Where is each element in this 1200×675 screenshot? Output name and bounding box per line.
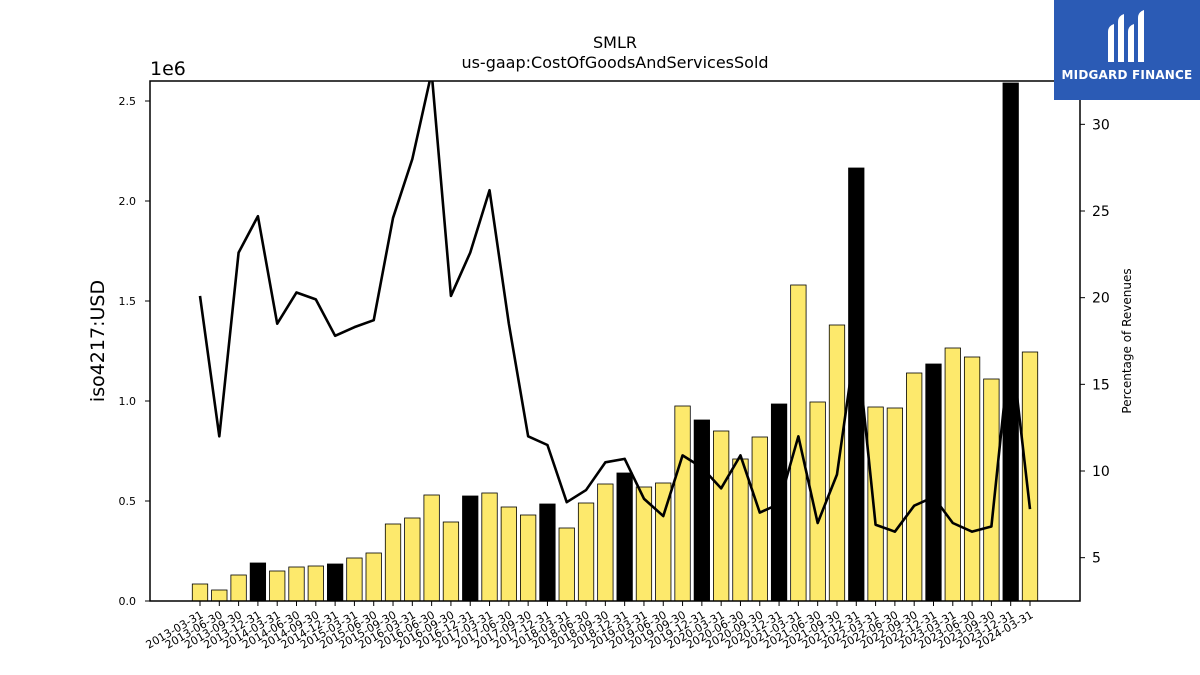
bar-2016-12-31 xyxy=(462,495,479,601)
bar-2015-06-30 xyxy=(365,552,382,601)
bar-2023-03-31 xyxy=(944,347,961,601)
bar-2018-12-31 xyxy=(616,472,633,601)
bar-2016-06-30 xyxy=(423,494,440,601)
bar-2023-06-30 xyxy=(963,356,981,601)
bar-2017-06-30 xyxy=(500,506,517,601)
y-axis-label: iso4217:USD xyxy=(87,280,109,402)
bar-2013-12-31 xyxy=(249,562,267,601)
midgard-logo-icon xyxy=(1108,10,1144,62)
bar-2017-09-30 xyxy=(520,514,537,601)
bar-2013-09-30 xyxy=(230,574,247,601)
bar-2018-06-30 xyxy=(577,502,595,601)
y-tick-label: 2.0 xyxy=(119,195,137,208)
bars-group xyxy=(191,82,1039,601)
bar-2019-09-30 xyxy=(674,405,691,601)
y2-tick-label: 30 xyxy=(1092,117,1110,133)
y-tick-label: 2.5 xyxy=(119,95,137,108)
y2-tick-label: 25 xyxy=(1092,204,1110,220)
bar-2021-03-31 xyxy=(790,284,807,601)
bar-2018-03-31 xyxy=(558,527,575,601)
bar-2022-09-30 xyxy=(906,372,923,601)
bar-2014-03-31 xyxy=(269,570,286,601)
bar-2017-03-31 xyxy=(481,492,498,601)
bar-2015-09-30 xyxy=(384,523,402,601)
x-axis: 2013-03-312013-06-302013-09-302013-12-31… xyxy=(144,601,1036,652)
bar-2018-09-30 xyxy=(597,483,614,601)
chart-subtitle: us-gaap:CostOfGoodsAndServicesSold xyxy=(461,53,768,72)
bar-2023-09-30 xyxy=(983,378,1000,601)
bar-2019-12-31 xyxy=(693,419,710,601)
bar-2020-03-31 xyxy=(713,430,730,601)
logo-text: MIDGARD FINANCE xyxy=(1061,68,1193,82)
line-group xyxy=(198,81,1032,533)
percentage-line xyxy=(198,81,1032,533)
y-tick-label: 1.5 xyxy=(119,295,137,308)
y-tick-label: 1.0 xyxy=(119,395,137,408)
bar-2014-12-31 xyxy=(326,563,344,601)
bar-2017-12-31 xyxy=(539,503,556,601)
y-axis-multiplier: 1e6 xyxy=(150,58,186,80)
y2-tick-label: 20 xyxy=(1092,291,1110,307)
bar-2014-09-30 xyxy=(307,565,324,601)
y-tick-label: 0.5 xyxy=(119,495,137,508)
bar-2022-12-31 xyxy=(925,363,942,601)
y2-axis-label: Percentage of Revenues xyxy=(1120,268,1134,413)
y-tick-label: 0.0 xyxy=(119,595,137,608)
y2-tick-label: 5 xyxy=(1092,551,1101,567)
bar-2021-09-30 xyxy=(828,324,846,601)
y-axis: 0.0 0.5 1.0 1.5 2.0 2.5 xyxy=(119,95,150,608)
bar-2022-03-31 xyxy=(867,406,884,601)
bar-2016-09-30 xyxy=(442,521,460,601)
plot-frame xyxy=(149,80,1081,602)
bar-2022-06-30 xyxy=(886,407,903,601)
y2-tick-label: 15 xyxy=(1092,377,1110,393)
bar-2013-03-31 xyxy=(191,583,209,601)
logo: MIDGARD FINANCE xyxy=(1054,0,1200,100)
bar-2013-06-30 xyxy=(211,589,228,601)
bar-2016-03-31 xyxy=(404,517,421,601)
bar-2015-03-31 xyxy=(346,557,363,601)
chart-title: SMLR xyxy=(593,33,637,52)
bar-2019-03-31 xyxy=(635,486,653,601)
bar-2020-06-30 xyxy=(732,458,749,601)
bar-2024-03-31 xyxy=(1021,351,1039,601)
y2-axis: 5 10 15 20 25 30 xyxy=(1080,117,1110,567)
bar-2014-06-30 xyxy=(288,566,305,601)
y2-tick-label: 10 xyxy=(1092,464,1110,480)
bar-2020-09-30 xyxy=(751,436,768,601)
